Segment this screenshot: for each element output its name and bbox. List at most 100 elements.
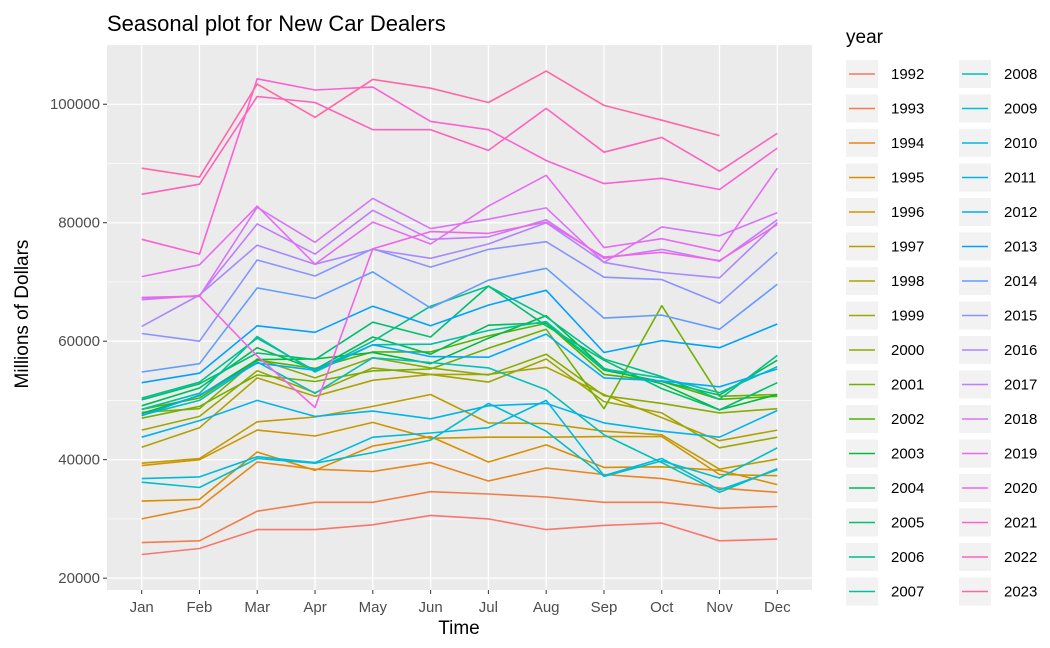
x-tick-label: Nov [706, 599, 733, 616]
legend-label: 2003 [891, 446, 924, 463]
legend-item-2013: 2013 [959, 232, 1037, 261]
legend-item-1992: 1992 [846, 60, 924, 88]
legend-item-2008: 2008 [959, 60, 1037, 88]
series-line-1997 [141, 393, 778, 470]
legend-item-2015: 2015 [959, 301, 1037, 330]
legend-item-2002: 2002 [846, 405, 924, 433]
legend-label: 2019 [1004, 446, 1037, 463]
legend-item-2017: 2017 [959, 370, 1037, 399]
legend-label: 2006 [891, 549, 924, 566]
x-tick-label: Feb [187, 599, 213, 616]
legend-item-1997: 1997 [846, 232, 924, 261]
series-lines [141, 70, 778, 556]
legend-label: 2009 [1004, 101, 1037, 118]
legend-item-1995: 1995 [846, 163, 924, 192]
y-axis-title: Millions of Dollars [12, 240, 33, 389]
legend-label: 1999 [891, 308, 924, 325]
legend-item-2010: 2010 [959, 129, 1037, 157]
series-line-1992 [141, 514, 778, 556]
series-line-2013 [141, 289, 778, 384]
legend-item-2005: 2005 [846, 508, 924, 537]
legend-item-1998: 1998 [846, 267, 924, 295]
legend-item-2014: 2014 [959, 267, 1037, 295]
legend-label: 2018 [1004, 411, 1037, 428]
x-tick-label: May [359, 599, 388, 616]
x-tick-label: Jul [479, 599, 498, 616]
legend-item-2020: 2020 [959, 474, 1037, 502]
legend-label: 1992 [891, 66, 924, 83]
legend-label: 2002 [891, 411, 924, 428]
series-line-2014 [141, 267, 778, 373]
legend-label: 1996 [891, 204, 924, 221]
series-line-2021 [141, 78, 778, 255]
series-line-2018 [141, 197, 778, 299]
x-axis-title: Time [438, 618, 480, 639]
series-line-2001 [141, 304, 778, 419]
legend-label: 2014 [1004, 273, 1037, 290]
legend-item-2007: 2007 [846, 577, 924, 606]
legend-item-2016: 2016 [959, 336, 1037, 364]
series-line-2015 [141, 240, 778, 342]
legend-label: 2016 [1004, 342, 1037, 359]
x-tick-label: Dec [764, 599, 791, 616]
legend-label: 2004 [891, 480, 924, 497]
legend-label: 2020 [1004, 480, 1037, 497]
legend-label: 2017 [1004, 377, 1037, 394]
legend-item-2018: 2018 [959, 405, 1037, 433]
y-tick-label: 40000 [58, 452, 100, 469]
series-line-1994 [141, 461, 778, 520]
series-line-1993 [141, 490, 778, 544]
legend-item-2012: 2012 [959, 198, 1037, 226]
series-line-1999 [141, 358, 778, 449]
legend-item-2022: 2022 [959, 543, 1037, 571]
legend: year 1992 1993 1994 1995 1996 1997 1998 1999 200… [846, 27, 1037, 606]
y-tick-label: 80000 [58, 215, 100, 232]
series-line-2012 [141, 333, 778, 417]
legend-item-2004: 2004 [846, 474, 924, 502]
legend-label: 1995 [891, 170, 924, 187]
legend-label: 1994 [891, 135, 924, 152]
series-line-2019 [141, 167, 778, 278]
chart-title: Seasonal plot for New Car Dealers [107, 11, 446, 36]
legend-item-2019: 2019 [959, 439, 1037, 468]
x-tick-label: Oct [650, 599, 674, 616]
legend-label: 2010 [1004, 135, 1037, 152]
series-line-2023 [141, 70, 720, 178]
legend-label: 2022 [1004, 549, 1037, 566]
x-tick-label: Jun [419, 599, 443, 616]
legend-item-1993: 1993 [846, 94, 924, 123]
legend-label: 2023 [1004, 584, 1037, 601]
series-line-2003 [141, 314, 778, 415]
x-tick-label: Sep [591, 599, 618, 616]
plot-panel [107, 45, 812, 590]
legend-item-2006: 2006 [846, 543, 924, 571]
x-tick-label: Jan [130, 599, 154, 616]
series-line-2005 [141, 285, 778, 411]
series-line-2022 [141, 95, 778, 196]
legend-label: 2021 [1004, 515, 1037, 532]
legend-item-1996: 1996 [846, 198, 924, 226]
series-line-2017 [141, 209, 778, 301]
x-axis: Jan Feb Mar Apr May Jun Jul Aug Sep Oct Nov Dec [130, 590, 791, 616]
legend-label: 2001 [891, 377, 924, 394]
legend-item-2023: 2023 [959, 577, 1037, 606]
series-line-1998 [141, 366, 778, 448]
legend-label: 1997 [891, 239, 924, 256]
legend-item-2009: 2009 [959, 94, 1037, 123]
legend-label: 1993 [891, 101, 924, 118]
y-tick-label: 60000 [58, 333, 100, 350]
series-line-2016 [141, 221, 778, 328]
legend-label: 2013 [1004, 239, 1037, 256]
legend-item-2011: 2011 [959, 163, 1036, 192]
legend-label: 2015 [1004, 308, 1037, 325]
legend-label: 2011 [1004, 170, 1036, 187]
legend-item-2003: 2003 [846, 439, 924, 468]
x-tick-label: Apr [303, 599, 326, 616]
series-line-2010 [141, 399, 778, 491]
series-line-2011 [141, 399, 778, 438]
legend-item-1994: 1994 [846, 129, 924, 157]
legend-item-2001: 2001 [846, 370, 924, 399]
x-tick-label: Aug [533, 599, 560, 616]
legend-label: 2007 [891, 584, 924, 601]
